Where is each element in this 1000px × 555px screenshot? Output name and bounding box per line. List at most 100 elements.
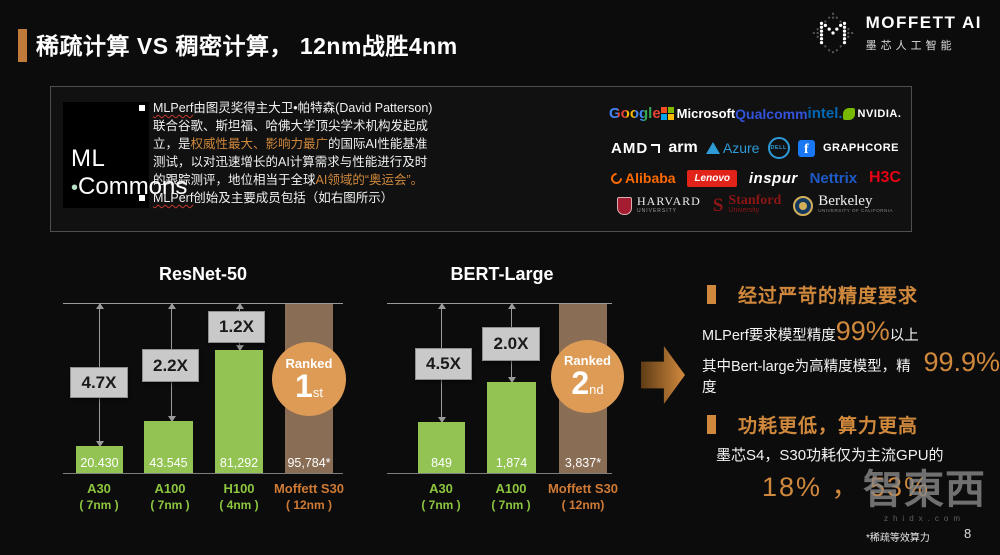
harvard-sub: UNIVERSITY xyxy=(637,208,678,214)
stanford-logo: S Stanford University xyxy=(713,193,782,217)
bullet2-mlperf: MLPerf xyxy=(153,191,194,205)
harvard-name: HARVARD xyxy=(637,194,701,208)
alibaba-logo: Alibaba xyxy=(625,170,676,186)
partner-row-1: Google Microsoft Qualcomm intel. NVIDIA. xyxy=(609,105,901,122)
bullet1-text-b: 的国际AI性能基准测试，以对迅速增长的AI计算需求与性能进行及时的跟踪测评，地位… xyxy=(153,137,428,187)
resnet-multiplier-4-7x: 4.7X xyxy=(70,367,128,398)
bullet1-highlight-a: 权威性最大、影响力最广 xyxy=(190,137,329,151)
resnet-bar-h100: 81,292 xyxy=(215,350,263,473)
power-values: 18% ， 53% xyxy=(762,472,931,502)
nvidia-icon xyxy=(842,107,855,120)
berkeley-logo: Berkeley UNIVERSITY OF CALIFORNIA xyxy=(793,193,893,216)
resnet-bar-a30: 20.430 xyxy=(76,446,123,473)
partner-logos: Google Microsoft Qualcomm intel. NVIDIA.… xyxy=(608,97,905,225)
microsoft-icon xyxy=(660,107,674,120)
resnet-value-a30: 20.430 xyxy=(80,456,119,470)
h3c-logo: H3C xyxy=(868,169,901,186)
resnet-top-reference-line xyxy=(63,303,343,304)
accuracy-heading: 经过严苛的精度要求 xyxy=(707,281,918,308)
bullet1-highlight-b: AI领域的“奥运会”。 xyxy=(315,173,424,187)
bert-bar-a100: 1,874 xyxy=(487,382,536,473)
bert-multiplier-4-5x: 4.5X xyxy=(415,348,472,380)
partner-row-4: HARVARD UNIVERSITY S Stanford University B… xyxy=(617,193,893,217)
harvard-logo: HARVARD UNIVERSITY xyxy=(617,194,701,216)
resnet-rank-badge: Ranked 1st xyxy=(272,342,346,416)
microsoft-logo: Microsoft xyxy=(676,106,736,121)
berkeley-seal-icon xyxy=(793,196,814,216)
mlperf-bullet-2: MLPerf创始及主要成员包括（如右图所示） xyxy=(139,189,439,207)
brand-cn-name: 墨芯人工智能 xyxy=(865,40,956,52)
resnet-baseline xyxy=(63,473,343,474)
rank-word: Ranked xyxy=(564,353,611,368)
qualcomm-logo: Qualcomm xyxy=(735,105,808,122)
azure-logo: Azure xyxy=(722,140,760,156)
lenovo-logo: Lenovo xyxy=(687,169,737,187)
resnet-bar-a100: 43.545 xyxy=(144,421,193,473)
amd-logo: AMD xyxy=(611,139,649,157)
rank-number: 2 xyxy=(571,365,590,401)
heading-bullet-icon xyxy=(707,415,716,434)
google-logo: Google xyxy=(609,105,661,122)
mlcommons-logo: ML •Commons xyxy=(63,102,187,208)
partner-row-2: AMD arm Azure DELL f GRAPHCORE xyxy=(611,137,899,159)
zhidx-logo: 智東西 xyxy=(863,468,986,512)
resnet-value-moffett-s30: 95,784* xyxy=(287,456,331,470)
alibaba-icon xyxy=(608,170,625,186)
bert-multiplier-2-0x: 2.0X xyxy=(482,327,540,361)
mlperf-info-box: ML •Commons MLPerf由图灵奖得主大卫•帕特森(David Pat… xyxy=(50,86,912,232)
resnet-value-h100: 81,292 xyxy=(219,456,259,470)
arm-logo: arm xyxy=(668,139,698,156)
zhidx-domain: zhidx.com xyxy=(883,514,965,523)
partner-row-3: Alibaba Lenovo inspur Nettrix H3C xyxy=(608,169,901,187)
nvidia-logo: NVIDIA. xyxy=(857,107,902,120)
mlcommons-line1: ML xyxy=(71,145,106,172)
page-number: 8 xyxy=(964,526,972,541)
page-title: 稀疏计算 VS 稠密计算， 12nm战胜4nm xyxy=(36,33,458,59)
chart-title-bert-large: BERT-Large xyxy=(450,264,554,284)
chart-title-resnet50: ResNet-50 xyxy=(158,264,248,284)
bert-value-moffett-s30: 3,837* xyxy=(564,456,602,470)
resnet-multiplier-2-2x: 2.2X xyxy=(142,349,199,382)
berkeley-name: Berkeley xyxy=(818,193,873,209)
bert-label-a100: A100( 7nm ) xyxy=(491,481,531,512)
mlperf-bullet-1: MLPerf由图灵奖得主大卫•帕特森(David Patterson)联合谷歌、… xyxy=(139,99,439,189)
bert-label-a30: A30( 7nm ) xyxy=(421,481,461,512)
accuracy-99: 99% xyxy=(835,316,890,346)
graphcore-logo: GRAPHCORE xyxy=(822,142,899,154)
mlperf-description: MLPerf由图灵奖得主大卫•帕特森(David Patterson)联合谷歌、… xyxy=(139,99,439,207)
bert-baseline xyxy=(387,473,612,474)
inspur-logo: inspur xyxy=(748,169,798,187)
amd-arrow-icon xyxy=(651,143,661,153)
moffett-dotted-m-icon xyxy=(812,12,853,54)
resnet-label-h100: H100( 4nm ) xyxy=(219,481,259,512)
bert-value-a100: 1,874 xyxy=(495,456,528,470)
zhidx-watermark: 智東西 zhidx.com xyxy=(852,468,997,523)
bullet1-text-a: 由图灵奖得主大卫•帕特森(David Patterson)联合谷歌、斯坦福、哈佛… xyxy=(153,101,433,151)
brand-name: MOFFETT AI xyxy=(865,13,982,32)
harvard-crest-icon xyxy=(617,197,632,215)
berkeley-sub: UNIVERSITY OF CALIFORNIA xyxy=(818,208,893,213)
bullet-square-icon xyxy=(139,195,145,201)
intel-logo: intel. xyxy=(807,105,843,122)
accuracy-line-1: MLPerf要求模型精度 99% 以上 xyxy=(702,316,919,346)
bert-rank-badge: Ranked 2nd xyxy=(551,340,624,413)
accuracy-line-2: 其中Bert-large为高精度模型，精度 99.9% xyxy=(702,347,1000,396)
azure-icon xyxy=(705,142,720,154)
resnet-multiplier-1-2x: 1.2X xyxy=(208,311,265,343)
rank-suffix: nd xyxy=(589,382,604,397)
stanford-sub: University xyxy=(728,207,760,214)
power-line: 墨芯S4，S30功耗仅为主流GPU的 xyxy=(716,447,944,464)
bullet-square-icon xyxy=(139,105,145,111)
rank-word: Ranked xyxy=(285,355,333,371)
facebook-logo: f xyxy=(797,139,815,157)
bert-bar-a30: 849 xyxy=(418,422,465,473)
nettrix-logo: Nettrix xyxy=(809,169,858,187)
bert-value-a30: 849 xyxy=(431,456,452,470)
power-heading: 功耗更低，算力更高 xyxy=(707,411,918,438)
rank-number: 1 xyxy=(295,367,313,404)
stanford-name: Stanford xyxy=(728,193,782,208)
bullet1-mlperf: MLPerf xyxy=(153,101,194,115)
resnet-label-a30: A30( 7nm ) xyxy=(79,481,119,512)
resnet-label-moffett-s30: Moffett S30( 12nm ) xyxy=(273,481,345,512)
